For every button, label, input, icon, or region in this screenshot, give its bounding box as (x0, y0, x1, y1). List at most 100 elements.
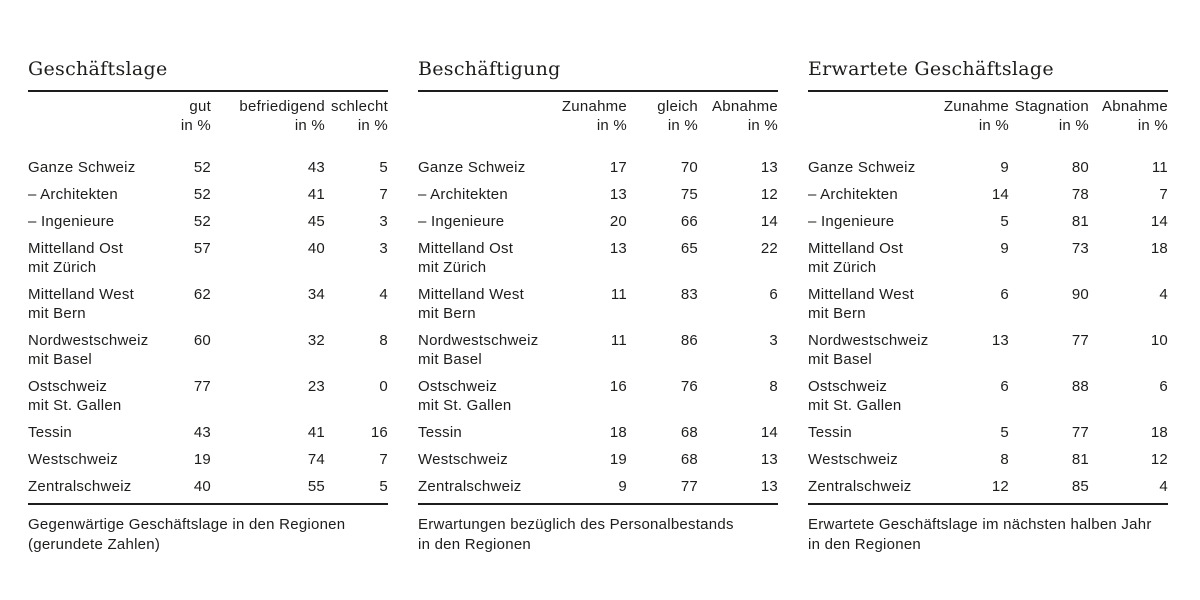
region-label: Zentralschweiz (28, 478, 132, 495)
region-label: – Architekten (808, 186, 898, 203)
column-header: Stagnation in % (1014, 98, 1089, 134)
value-cell: 12 (1150, 451, 1168, 468)
table-row: Ganze Schweiz 9 80 11 (808, 150, 1168, 177)
table-title: Beschäftigung (418, 58, 561, 80)
value-cell: 43 (193, 424, 211, 441)
value-cell: 6 (1000, 286, 1009, 303)
table-row: Westschweiz 8 81 12 (808, 442, 1168, 469)
value-cell: 52 (193, 159, 211, 176)
value-cell: 3 (379, 213, 388, 230)
table-row: Mittelland Ost mit Zürich 9 73 18 (808, 231, 1168, 277)
value-cell: 9 (1000, 159, 1009, 176)
tables-row: Geschäftslage gut in % befriedigend in % sch… (28, 57, 1200, 555)
table-title: Erwartete Geschäftslage (808, 58, 1054, 80)
value-cell: 3 (379, 240, 388, 257)
header-row: gut in % befriedigend in % schlecht in % (28, 91, 388, 150)
table-row: – Architekten 52 41 7 (28, 177, 388, 204)
region-label: Zentralschweiz (808, 478, 912, 495)
value-cell: 52 (193, 213, 211, 230)
table-row: Ostschweiz mit St. Gallen 77 23 0 (28, 369, 388, 415)
region-label: Zentralschweiz (418, 478, 522, 495)
data-table: gut in % befriedigend in % schlecht in % Ganz… (28, 90, 388, 505)
table-row: Nordwestschweiz mit Basel 60 32 8 (28, 323, 388, 369)
table-row: Mittelland West mit Bern 6 90 4 (808, 277, 1168, 323)
column-header: gut in % (180, 98, 211, 134)
table-caption: Erwartete Geschäftslage im nächsten halb… (808, 516, 1152, 553)
header-row: Zunahme in % gleich in % Abnahme in % (418, 91, 778, 150)
table-panel: Erwartete Geschäftslage Zunahme in % Stagn… (808, 57, 1168, 555)
value-cell: 7 (379, 186, 388, 203)
region-label: Mittelland West mit Bern (28, 286, 135, 322)
data-table: Zunahme in % Stagnation in % Abnahme in % Gan… (808, 90, 1168, 505)
value-cell: 11 (610, 332, 627, 349)
value-cell: 13 (609, 186, 627, 203)
table-row: Tessin 5 77 18 (808, 415, 1168, 442)
table-title: Geschäftslage (28, 58, 168, 80)
table-row: – Architekten 14 78 7 (808, 177, 1168, 204)
region-label: – Ingenieure (808, 213, 895, 230)
value-cell: 5 (1000, 213, 1009, 230)
value-cell: 65 (680, 240, 698, 257)
value-cell: 13 (991, 332, 1009, 349)
region-label: Ostschweiz mit St. Gallen (418, 378, 512, 414)
value-cell: 13 (609, 240, 627, 257)
region-label: Ganze Schweiz (418, 159, 526, 176)
region-label: – Architekten (418, 186, 508, 203)
value-cell: 83 (680, 286, 698, 303)
value-cell: 18 (1150, 424, 1168, 441)
table-row: Zentralschweiz 12 85 4 (808, 469, 1168, 504)
table-row: – Architekten 13 75 12 (418, 177, 778, 204)
table-caption: Erwartungen bezüglich des Personalbestan… (418, 516, 734, 553)
region-label: Nordwestschweiz mit Basel (808, 332, 929, 368)
table-row: Westschweiz 19 74 7 (28, 442, 388, 469)
value-cell: 19 (609, 451, 627, 468)
value-cell: 13 (760, 159, 778, 176)
value-cell: 8 (1000, 451, 1009, 468)
value-cell: 12 (991, 478, 1009, 495)
region-label: Westschweiz (808, 451, 898, 468)
value-cell: 60 (193, 332, 211, 349)
region-label: Ganze Schweiz (808, 159, 916, 176)
region-label: – Architekten (28, 186, 118, 203)
value-cell: 9 (1000, 240, 1009, 257)
column-header: Abnahme in % (1102, 98, 1168, 134)
table-row: – Ingenieure 20 66 14 (418, 204, 778, 231)
value-cell: 43 (307, 159, 325, 176)
value-cell: 6 (1159, 378, 1168, 395)
value-cell: 0 (379, 378, 388, 395)
table-row: Ostschweiz mit St. Gallen 16 76 8 (418, 369, 778, 415)
value-cell: 4 (1159, 286, 1168, 303)
region-column-header (418, 91, 542, 150)
value-cell: 8 (379, 332, 388, 349)
region-label: Ostschweiz mit St. Gallen (808, 378, 902, 414)
value-cell: 80 (1071, 159, 1089, 176)
value-cell: 86 (680, 332, 698, 349)
value-cell: 14 (1150, 213, 1168, 230)
value-cell: 70 (680, 159, 698, 176)
value-cell: 16 (370, 424, 388, 441)
value-cell: 34 (307, 286, 325, 303)
value-cell: 62 (193, 286, 211, 303)
header-row: Zunahme in % Stagnation in % Abnahme in % (808, 91, 1168, 150)
value-cell: 41 (307, 186, 325, 203)
value-cell: 14 (991, 186, 1009, 203)
value-cell: 88 (1071, 378, 1089, 395)
value-cell: 22 (760, 240, 778, 257)
region-label: Mittelland Ost mit Zürich (28, 240, 124, 276)
column-header: Zunahme in % (943, 98, 1009, 134)
value-cell: 52 (193, 186, 211, 203)
value-cell: 68 (680, 451, 698, 468)
value-cell: 6 (1000, 378, 1009, 395)
value-cell: 11 (610, 286, 627, 303)
table-panel: Geschäftslage gut in % befriedigend in % sch… (28, 57, 388, 555)
table-row: Mittelland West mit Bern 62 34 4 (28, 277, 388, 323)
value-cell: 3 (769, 332, 778, 349)
table-row: Mittelland Ost mit Zürich 13 65 22 (418, 231, 778, 277)
value-cell: 77 (680, 478, 698, 495)
value-cell: 20 (609, 213, 627, 230)
table-row: Ostschweiz mit St. Gallen 6 88 6 (808, 369, 1168, 415)
table-row: Ganze Schweiz 52 43 5 (28, 150, 388, 177)
value-cell: 16 (609, 378, 627, 395)
value-cell: 7 (379, 451, 388, 468)
